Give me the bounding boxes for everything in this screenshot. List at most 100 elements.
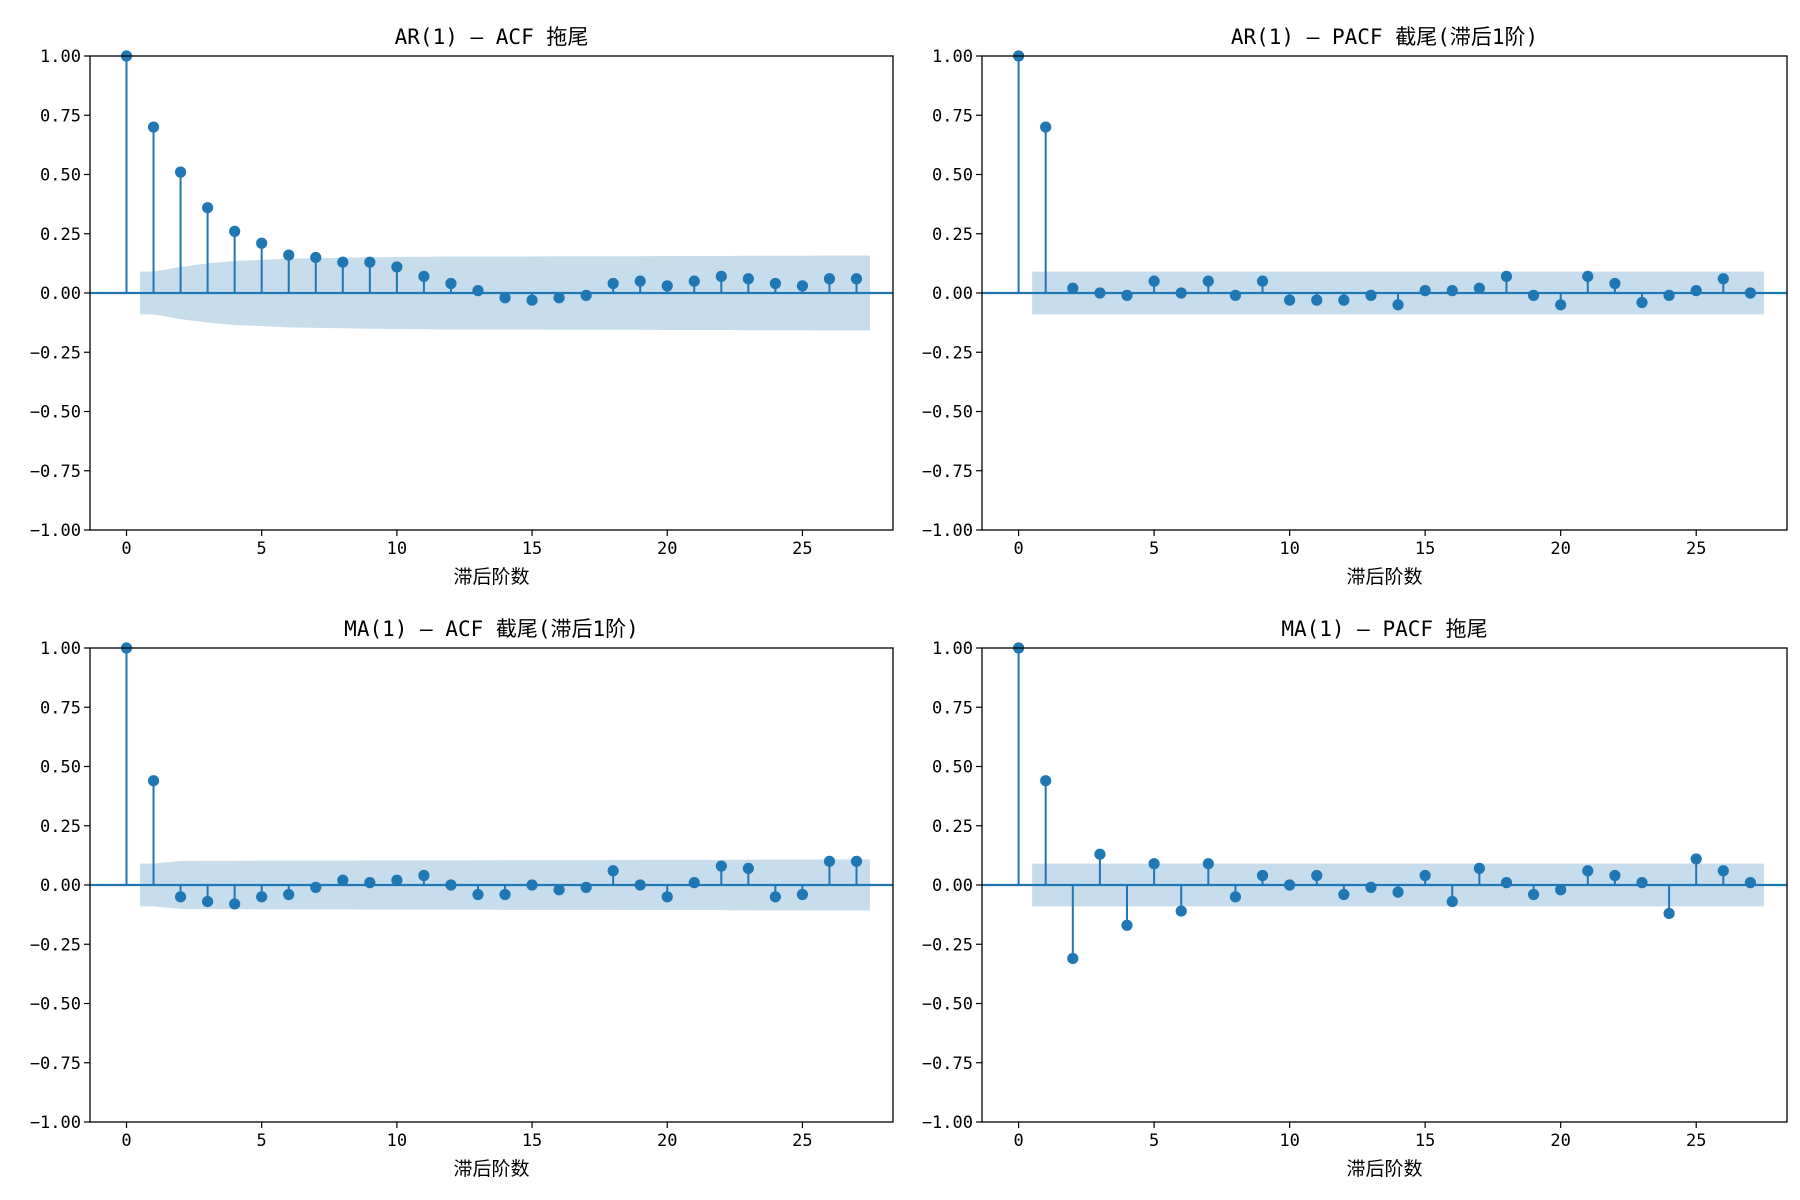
y-tick-label: 0.75 (932, 698, 973, 718)
marker-lag-22 (715, 860, 727, 872)
y-tick-label: 0.50 (932, 758, 973, 778)
marker-lag-18 (1500, 877, 1513, 889)
y-tick-label: 1.00 (40, 47, 81, 67)
marker-lag-15 (1419, 869, 1431, 882)
marker-lag-1 (147, 775, 160, 787)
x-tick-label: 10 (387, 539, 407, 559)
marker-lag-27 (1744, 877, 1757, 889)
marker-lag-25 (1690, 853, 1702, 865)
y-tick-label: 0.50 (40, 758, 81, 778)
y-tick-label: −0.50 (30, 403, 81, 423)
x-tick-label: 20 (1550, 1131, 1570, 1151)
marker-lag-20 (661, 891, 673, 903)
marker-lag-12 (445, 277, 457, 290)
marker-lag-20 (1555, 884, 1567, 896)
x-tick-label: 10 (1279, 539, 1299, 559)
chart-title: MA(1) — PACF 拖尾 (1281, 617, 1487, 641)
marker-lag-10 (1284, 294, 1296, 306)
marker-lag-9 (1256, 275, 1269, 287)
chart-title: AR(1) — PACF 截尾(滞后1阶) (1231, 25, 1538, 49)
marker-lag-9 (1256, 869, 1269, 882)
y-tick-label: 0.00 (932, 876, 973, 896)
marker-lag-20 (1555, 299, 1567, 311)
y-tick-label: 0.25 (932, 225, 973, 245)
marker-lag-18 (607, 277, 619, 290)
marker-lag-26 (823, 855, 836, 867)
marker-lag-18 (1500, 270, 1513, 283)
marker-lag-2 (174, 166, 187, 178)
marker-lag-22 (1609, 869, 1621, 882)
chart-title: MA(1) — ACF 截尾(滞后1阶) (344, 617, 639, 641)
marker-lag-6 (283, 249, 295, 261)
marker-lag-21 (1582, 270, 1594, 283)
x-tick-label: 5 (1149, 539, 1159, 559)
y-tick-label: −0.75 (30, 1054, 81, 1074)
marker-lag-27 (1744, 287, 1757, 299)
marker-lag-11 (418, 270, 430, 283)
x-tick-label: 20 (1550, 539, 1570, 559)
marker-lag-12 (1338, 888, 1350, 901)
marker-lag-17 (580, 881, 592, 893)
marker-lag-4 (1121, 289, 1133, 301)
y-tick-label: −0.75 (30, 462, 81, 482)
y-tick-label: −0.50 (922, 403, 973, 423)
marker-lag-5 (1148, 858, 1160, 870)
marker-lag-14 (1392, 886, 1404, 898)
marker-lag-14 (1392, 299, 1404, 311)
chart-title: AR(1) — ACF 拖尾 (395, 25, 589, 49)
marker-lag-10 (391, 261, 403, 273)
y-tick-label: −0.25 (30, 935, 81, 955)
marker-lag-13 (1365, 881, 1377, 893)
y-tick-label: −0.25 (922, 343, 973, 363)
marker-lag-18 (607, 865, 619, 877)
x-tick-label: 15 (1415, 1131, 1435, 1151)
marker-lag-14 (499, 888, 511, 901)
y-tick-label: −1.00 (30, 521, 81, 541)
x-tick-label: 0 (1013, 539, 1023, 559)
marker-lag-21 (688, 275, 700, 287)
marker-lag-20 (661, 280, 673, 292)
marker-lag-5 (256, 237, 268, 249)
marker-lag-25 (796, 888, 809, 901)
marker-lag-2 (1067, 282, 1079, 294)
y-tick-label: 1.00 (932, 47, 973, 67)
marker-lag-17 (1473, 862, 1485, 875)
x-tick-label: 15 (1415, 539, 1435, 559)
marker-lag-23 (1636, 877, 1648, 889)
y-tick-label: 1.00 (40, 639, 81, 659)
y-tick-label: 0.00 (932, 284, 973, 304)
marker-lag-16 (1446, 895, 1458, 908)
x-tick-label: 20 (657, 539, 677, 559)
marker-lag-5 (256, 891, 268, 903)
marker-lag-24 (769, 891, 781, 903)
marker-lag-1 (1040, 121, 1052, 133)
marker-lag-21 (1582, 865, 1594, 877)
marker-lag-26 (1717, 273, 1729, 285)
marker-lag-19 (1527, 888, 1540, 901)
y-tick-label: −1.00 (30, 1113, 81, 1133)
y-tick-label: −1.00 (922, 1113, 973, 1133)
y-tick-label: 0.00 (40, 876, 81, 896)
marker-lag-24 (1663, 289, 1675, 301)
marker-lag-24 (769, 277, 781, 290)
ar1-pacf-panel: 0 5 10 15 20 25 −1.00 −0.75 −0.50 −0.25 0.00 0.25 0.… (922, 25, 1788, 588)
marker-lag-3 (1094, 848, 1106, 860)
x-tick-label: 0 (121, 539, 131, 559)
x-tick-label: 10 (387, 1131, 407, 1151)
marker-lag-4 (229, 898, 241, 910)
marker-lag-6 (1175, 905, 1187, 917)
marker-lag-3 (202, 895, 214, 908)
ma1-acf-panel: 0 5 10 15 20 25 −1.00 −0.75 −0.50 −0.25 0.00 0.25 0.… (30, 617, 894, 1180)
x-tick-label: 5 (1149, 1131, 1159, 1151)
y-tick-label: −1.00 (922, 521, 973, 541)
marker-lag-5 (1148, 275, 1160, 287)
ar1-acf-panel: 0 5 10 15 20 25 −1.00 −0.75 −0.50 −0.25 0.00 0.25 0.… (30, 25, 894, 588)
marker-lag-27 (850, 855, 863, 867)
marker-lag-1 (1040, 775, 1052, 787)
marker-lag-13 (1365, 289, 1377, 301)
marker-lag-16 (553, 884, 565, 896)
x-tick-label: 5 (257, 1131, 267, 1151)
marker-lag-23 (742, 862, 754, 875)
marker-lag-19 (1527, 289, 1540, 301)
marker-lag-3 (202, 202, 214, 214)
